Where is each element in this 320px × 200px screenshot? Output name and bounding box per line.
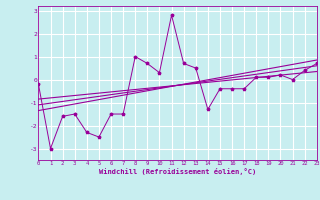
X-axis label: Windchill (Refroidissement éolien,°C): Windchill (Refroidissement éolien,°C) — [99, 168, 256, 175]
